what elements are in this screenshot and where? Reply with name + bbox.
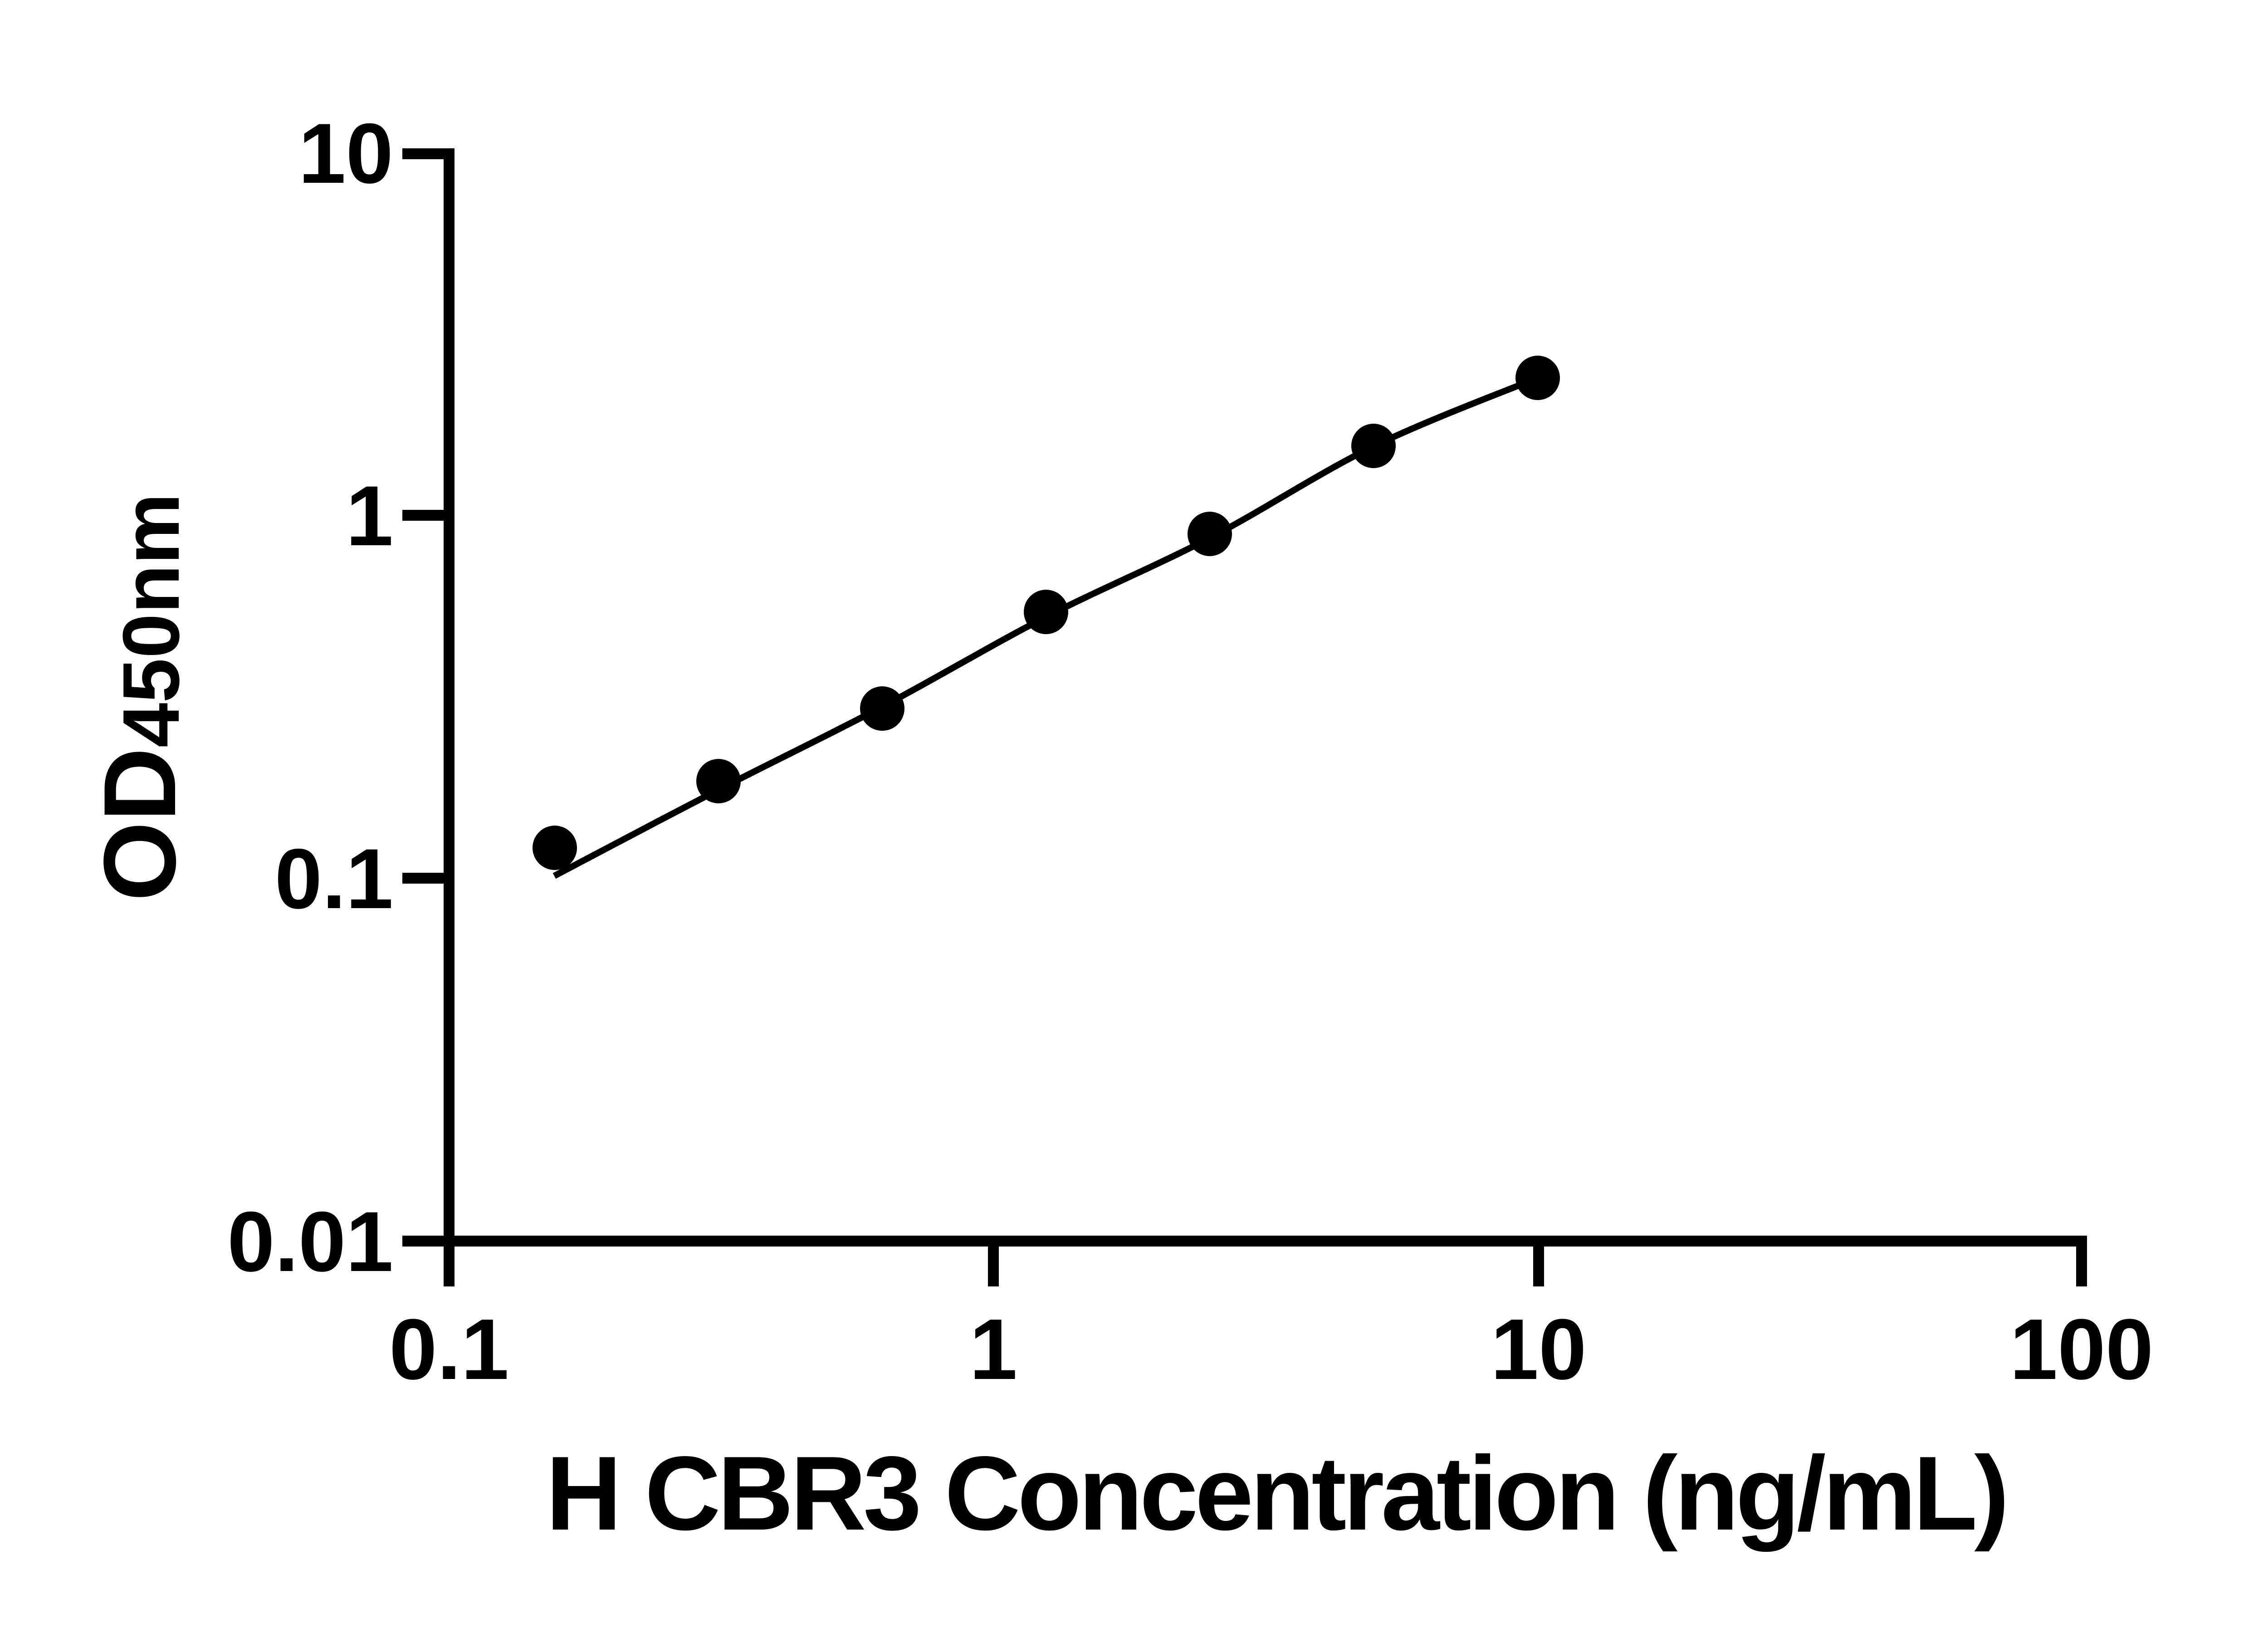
svg-text:10: 10	[298, 106, 393, 201]
svg-text:0.1: 0.1	[389, 1301, 509, 1398]
svg-text:1: 1	[346, 468, 393, 563]
svg-text:10: 10	[1491, 1301, 1586, 1398]
svg-text:OD450nm: OD450nm	[82, 493, 197, 901]
svg-text:1: 1	[969, 1301, 1017, 1398]
svg-text:H CBR3 Concentration (ng/mL): H CBR3 Concentration (ng/mL)	[546, 1435, 2006, 1552]
svg-text:100: 100	[2009, 1301, 2153, 1398]
svg-text:0.01: 0.01	[227, 1194, 393, 1289]
svg-text:0.1: 0.1	[275, 831, 393, 926]
